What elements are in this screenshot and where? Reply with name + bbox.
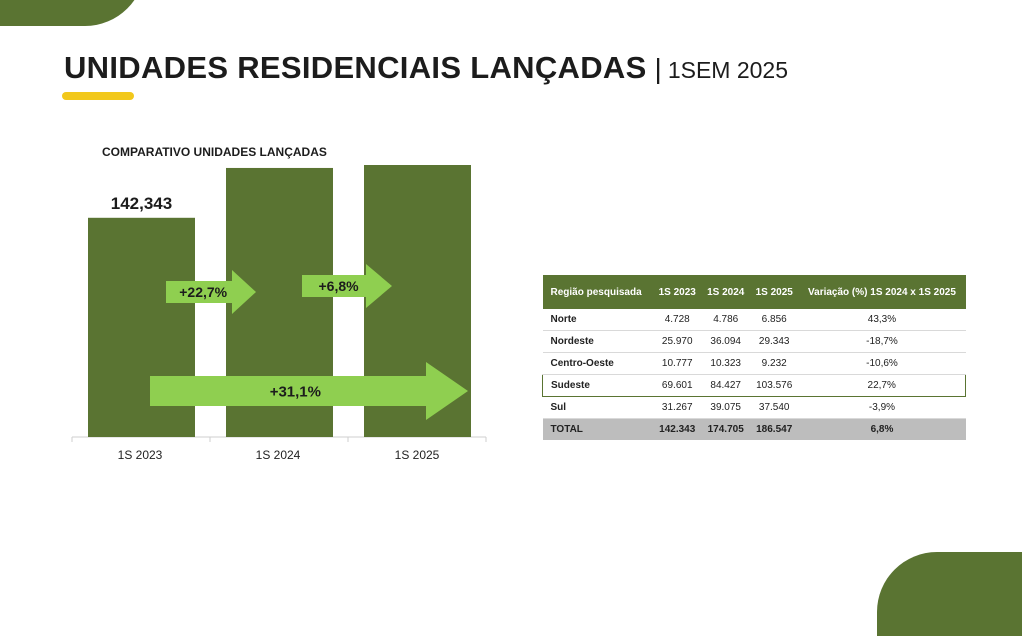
total-cell: 6,8%: [798, 418, 966, 440]
chart-title: COMPARATIVO UNIDADES LANÇADAS: [102, 145, 327, 159]
title-main: UNIDADES RESIDENCIAIS LANÇADAS: [64, 50, 647, 85]
table-cell: -18,7%: [798, 330, 966, 353]
total-cell: 186.547: [749, 418, 799, 440]
table-row: Sudeste 69.601 84.427 103.576 22,7%: [541, 374, 967, 397]
table-cell: 4.728: [652, 309, 702, 331]
table-cell: 4.786: [701, 309, 750, 331]
title-separator: |: [654, 53, 662, 84]
region-name-cell: Sul: [542, 396, 653, 419]
table-cell: -3,9%: [798, 396, 966, 419]
table-cell: 25.970: [652, 330, 702, 353]
arrow-growth-2024-2025-label: +6,8%: [319, 278, 360, 294]
corner-decoration-bottom-right: [877, 552, 1022, 636]
table-header-cell: 1S 2024: [701, 275, 750, 309]
x-tick-label: 1S 2024: [256, 448, 301, 462]
title-subtitle: 1SEM 2025: [667, 57, 789, 83]
x-tick-label: 1S 2023: [118, 448, 163, 462]
table-cell: -10,6%: [798, 352, 966, 375]
table-row: Centro-Oeste 10.777 10.323 9.232 -10,6%: [542, 352, 966, 375]
table-row: Nordeste 25.970 36.094 29.343 -18,7%: [542, 330, 966, 353]
total-cell: 174.705: [701, 418, 750, 440]
region-name-cell: Norte: [542, 309, 653, 331]
region-table: Região pesquisada 1S 2023 1S 2024 1S 2025 Va…: [541, 275, 967, 440]
table-cell: 37.540: [749, 396, 799, 419]
region-name-cell: Nordeste: [542, 330, 653, 353]
table-header-cell: 1S 2025: [749, 275, 799, 309]
table-row: Sul 31.267 39.075 37.540 -3,9%: [542, 396, 966, 419]
arrow-growth-2023-2024-label: +22,7%: [179, 284, 227, 300]
table-cell: 22,7%: [798, 374, 967, 397]
arrow-growth-2024-2025: [302, 264, 392, 308]
table-cell: 29.343: [749, 330, 799, 353]
region-name-cell: Sudeste: [541, 374, 653, 397]
table-cell: 103.576: [749, 374, 799, 397]
arrow-growth-2023-2024: [166, 270, 256, 314]
table-cell: 10.777: [652, 352, 702, 375]
table-cell: 6.856: [749, 309, 799, 331]
arrow-growth-2023-2025: [150, 362, 468, 420]
bar-value-label: 142,343: [111, 194, 172, 213]
table-header-cell: Variação (%) 1S 2024 x 1S 2025: [798, 275, 966, 309]
corner-decoration-top-left: [0, 0, 145, 26]
table-cell: 43,3%: [798, 309, 966, 331]
table-cell: 31.267: [652, 396, 702, 419]
region-name-cell: Centro-Oeste: [542, 352, 653, 375]
table-header-cell: Região pesquisada: [542, 275, 653, 309]
table-cell: 39.075: [701, 396, 750, 419]
table-header-cell: 1S 2023: [652, 275, 702, 309]
total-cell: 142.343: [652, 418, 702, 440]
table-cell: 69.601: [652, 374, 702, 397]
table-cell: 84.427: [701, 374, 750, 397]
table-row: Norte 4.728 4.786 6.856 43,3%: [542, 309, 966, 331]
table-cell: 36.094: [701, 330, 750, 353]
x-tick-label: 1S 2025: [395, 448, 440, 462]
arrow-growth-2023-2025-label: +31,1%: [270, 383, 321, 400]
page-title: UNIDADES RESIDENCIAIS LANÇADAS | 1SEM 2025: [64, 50, 788, 86]
table-total-row: TOTAL 142.343 174.705 186.547 6,8%: [542, 418, 966, 440]
table-cell: 10.323: [701, 352, 750, 375]
table-cell: 9.232: [749, 352, 799, 375]
title-underline: [62, 92, 134, 100]
total-cell: TOTAL: [542, 418, 653, 440]
